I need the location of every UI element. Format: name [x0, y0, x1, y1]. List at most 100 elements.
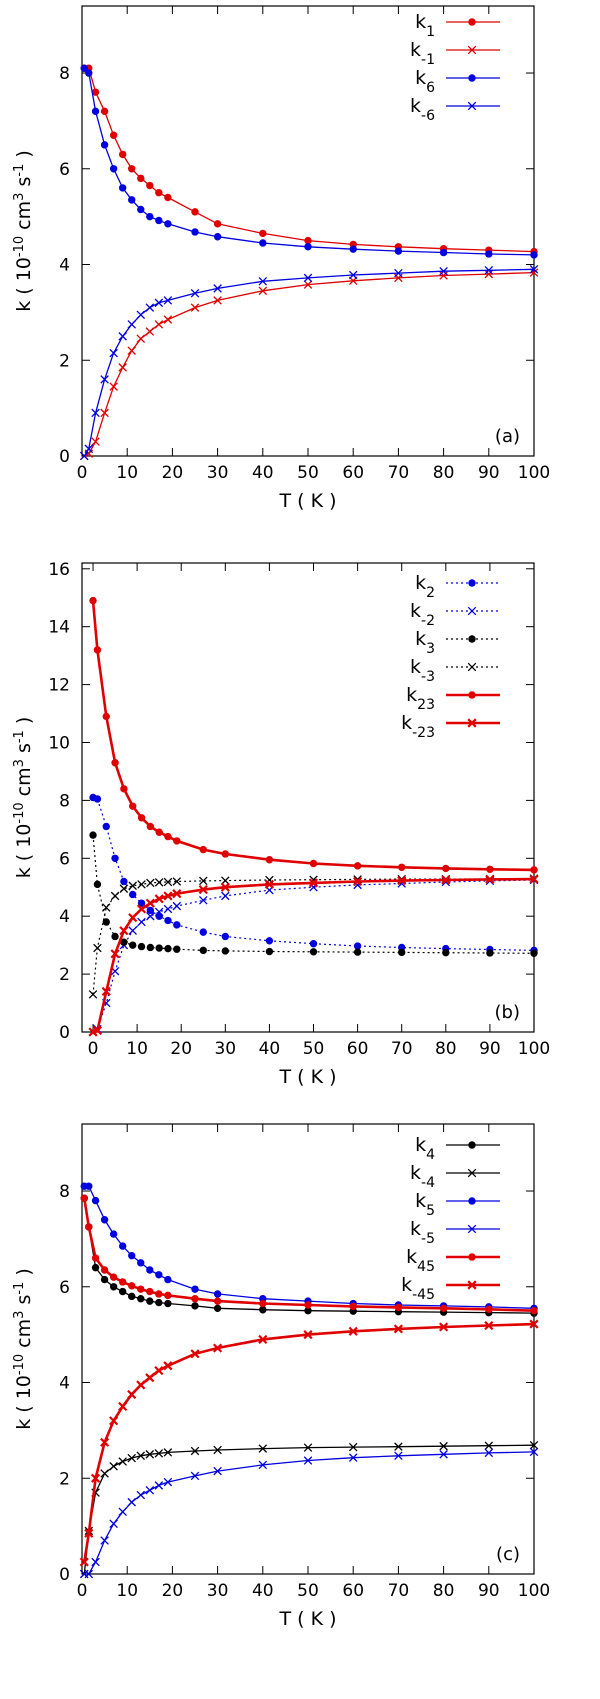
data-point — [119, 884, 129, 893]
data-point — [258, 286, 268, 296]
x-tick-label: 40 — [259, 1039, 281, 1059]
series-k3 — [89, 831, 538, 957]
data-point — [100, 1469, 109, 1478]
data-point — [154, 907, 164, 917]
data-point — [258, 1444, 268, 1453]
data-point — [155, 828, 163, 836]
data-point — [163, 315, 173, 324]
legend-entry: k-5 — [410, 1218, 500, 1247]
data-point — [191, 1285, 199, 1293]
data-point — [91, 107, 100, 116]
data-point — [100, 1216, 109, 1224]
data-point — [118, 1278, 127, 1286]
x-tick-label: 100 — [518, 1581, 550, 1601]
x-tick-label: 10 — [116, 463, 138, 483]
legend-marker — [467, 45, 477, 55]
data-point — [190, 1349, 200, 1359]
data-point — [486, 949, 494, 957]
data-point — [137, 942, 146, 951]
data-point — [146, 1287, 154, 1296]
data-point — [93, 795, 102, 803]
legend-entry: k-4 — [410, 1162, 500, 1191]
y-tick-label: 12 — [48, 676, 70, 696]
data-point — [137, 1285, 145, 1293]
data-point — [100, 141, 109, 149]
panel-tag: (c) — [496, 1544, 520, 1565]
data-point — [89, 831, 97, 839]
x-tick-label: 10 — [126, 1039, 148, 1059]
series-k23 — [89, 596, 538, 874]
data-point — [348, 1442, 358, 1452]
data-point — [190, 303, 200, 312]
data-point — [393, 1324, 403, 1334]
data-point — [109, 131, 118, 139]
panel-tag: (a) — [495, 426, 520, 447]
data-point — [484, 265, 494, 275]
data-point — [102, 822, 110, 831]
legend-marker — [468, 18, 476, 26]
data-point — [353, 948, 362, 956]
y-tick-label: 4 — [59, 1374, 70, 1394]
series-kneg23 — [88, 874, 539, 1037]
data-point — [145, 1373, 155, 1383]
data-point — [91, 1254, 100, 1262]
data-point — [91, 408, 100, 418]
legend-entry: k23 — [406, 684, 500, 713]
data-point — [120, 785, 128, 793]
x-axis-label: T ( K ) — [278, 1608, 336, 1630]
data-point — [84, 444, 94, 454]
data-point — [163, 1448, 173, 1457]
data-point — [163, 904, 173, 914]
data-point — [145, 327, 155, 336]
data-point — [137, 899, 146, 907]
data-point — [102, 918, 110, 926]
data-point — [213, 296, 222, 305]
y-tick-label: 2 — [59, 351, 70, 371]
data-point — [146, 878, 155, 888]
legend-entry: k-2 — [410, 600, 500, 629]
data-point — [163, 1361, 173, 1371]
series-kneg5 — [80, 1447, 539, 1579]
data-point — [173, 945, 181, 953]
y-tick-label: 16 — [48, 560, 70, 580]
data-point — [101, 903, 111, 912]
data-point — [146, 1266, 154, 1274]
data-point — [530, 251, 538, 259]
data-point — [213, 1445, 222, 1455]
data-point — [199, 946, 207, 955]
data-point — [164, 220, 172, 228]
data-point — [155, 1298, 163, 1307]
data-point — [110, 891, 120, 901]
data-point — [145, 1450, 155, 1459]
data-point — [353, 942, 362, 950]
data-point — [118, 363, 127, 372]
data-point — [190, 1446, 200, 1456]
data-point — [129, 941, 137, 949]
data-point — [213, 220, 222, 228]
data-point — [258, 1334, 268, 1345]
data-point — [128, 926, 137, 935]
data-point — [259, 1306, 267, 1314]
x-tick-label: 50 — [297, 1581, 319, 1601]
x-tick-label: 80 — [435, 1039, 457, 1059]
x-tick-label: 70 — [388, 463, 410, 483]
y-tick-label: 0 — [59, 1023, 70, 1043]
data-point — [348, 1326, 358, 1336]
data-point — [164, 193, 172, 202]
data-point — [221, 947, 230, 955]
data-point — [154, 1481, 164, 1490]
data-point — [303, 1456, 313, 1465]
data-point — [304, 1301, 312, 1309]
data-point — [221, 932, 230, 941]
y-tick-label: 8 — [59, 64, 70, 84]
data-point — [128, 196, 136, 204]
data-point — [163, 877, 173, 887]
data-point — [199, 896, 208, 905]
data-point — [128, 913, 138, 923]
data-point — [348, 270, 358, 280]
data-point — [164, 1275, 172, 1284]
data-point — [127, 1453, 136, 1463]
legend-entry: k-23 — [401, 712, 500, 741]
panel-tag: (b) — [495, 1002, 520, 1023]
series-kneg45 — [79, 1319, 539, 1567]
